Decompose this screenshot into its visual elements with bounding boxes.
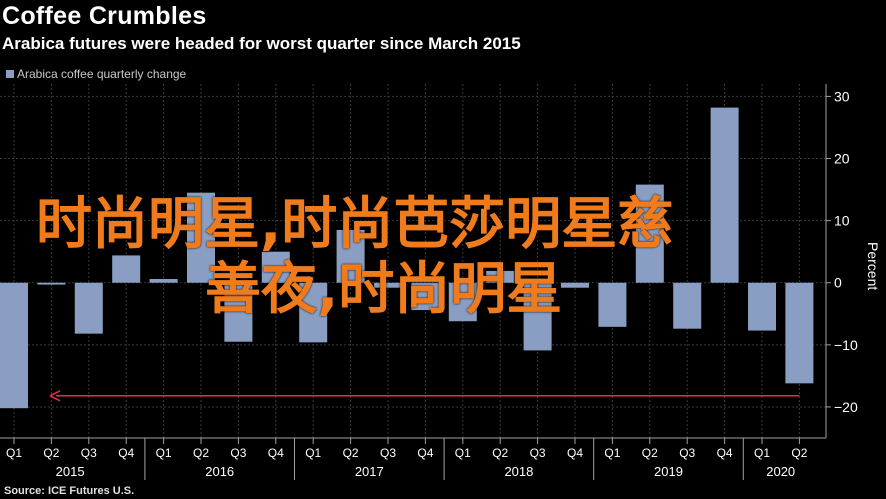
bar [561,282,589,288]
x-tick-label: Q2 [791,446,807,460]
x-tick-label: Q1 [604,446,620,460]
x-tick-label: Q2 [43,446,59,460]
x-tick-label: Q3 [380,446,396,460]
legend-swatch [6,70,14,78]
x-tick-label: Q3 [230,446,246,460]
bar [673,282,702,329]
bar [523,282,552,351]
x-year-label: 2016 [205,464,234,479]
x-year-label: 2019 [654,464,683,479]
x-tick-label: Q4 [567,446,583,460]
x-tick-label: Q1 [305,446,321,460]
bar [374,282,402,288]
x-tick-label: Q4 [717,446,733,460]
x-tick-label: Q4 [268,446,284,460]
bar-chart: 30 20 10 0 −10 −20 Percent Q1 Q2 Q3 Q4 Q1 Q2 Q3 Q4 Q1 Q2… [0,84,881,480]
x-tick-label: Q2 [642,446,658,460]
x-tick-label: Q2 [492,446,508,460]
x-tick-label: Q1 [156,446,172,460]
y-tick-label: −20 [834,399,858,415]
bar [149,279,178,283]
legend-label: Arabica coffee quarterly change [17,67,187,81]
chart-title: Coffee Crumbles [2,2,207,30]
x-tick-label: Q3 [81,446,97,460]
y-tick-label: −10 [834,337,858,353]
bar [411,282,440,311]
bar [748,282,776,331]
bar [261,251,290,283]
y-tick-label: 0 [834,275,842,291]
bar [336,229,365,283]
x-tick-label: Q1 [455,446,471,460]
y-tick-label: 20 [834,151,850,167]
bar [710,107,739,283]
chart-subtitle: Arabica futures were headed for worst qu… [2,34,521,53]
bar [74,282,103,334]
annotation-arrow-head [49,390,61,402]
bar [448,282,477,322]
x-tick-label: Q2 [343,446,359,460]
x-year-label: 2020 [766,464,795,479]
x-year-label: 2017 [355,464,384,479]
bar [37,282,66,285]
x-tick-label: Q1 [6,446,22,460]
bar [635,184,664,283]
bar [112,255,141,283]
bar [224,282,253,342]
x-tick-label: Q2 [193,446,209,460]
bar [598,282,627,327]
x-tick-label: Q1 [754,446,770,460]
watermark-line-1: 时尚明星,时尚芭莎明星慈 [36,192,674,257]
bar [299,282,328,343]
watermark-line-2: 善夜,时尚明星 [205,257,563,322]
bar [785,282,814,384]
y-tick-label: 30 [834,88,850,104]
legend: Arabica coffee quarterly change [6,67,186,81]
y-tick-label: 10 [834,213,850,229]
x-year-label: 2015 [56,464,85,479]
x-tick-label: Q3 [679,446,695,460]
x-tick-label: Q4 [118,446,134,460]
bar [187,192,215,283]
y-axis-label: Percent [865,242,881,290]
x-tick-label: Q3 [530,446,546,460]
x-year-label: 2018 [504,464,533,479]
source-note: Source: ICE Futures U.S. [4,485,135,497]
bar [0,282,28,409]
x-tick-label: Q4 [417,446,433,460]
bar [486,270,515,283]
